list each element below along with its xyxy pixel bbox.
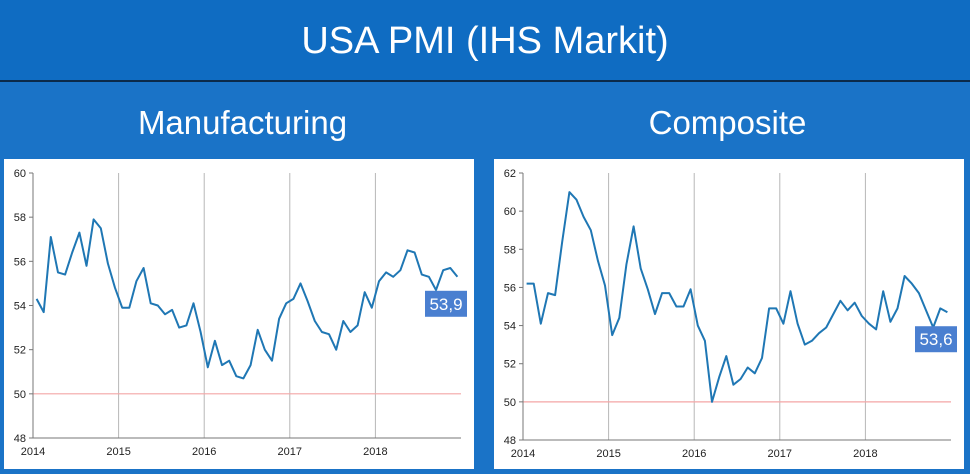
manufacturing-chart: 2014 2015 2016 2017 2018 48 50 52 54 56 58 60 53,9	[14, 168, 467, 458]
x-tick-label: 2018	[363, 446, 387, 458]
y-tick-label: 52	[504, 359, 516, 371]
x-tick-label: 2014	[511, 448, 535, 460]
last-value-label: 53,9	[429, 295, 462, 314]
x-tick-label: 2018	[853, 448, 877, 460]
y-tick-label: 54	[504, 321, 516, 333]
x-tick-label: 2017	[768, 448, 792, 460]
y-tick-label: 56	[504, 282, 516, 294]
y-tick-label: 58	[504, 244, 516, 256]
composite-subtitle: Composite	[648, 104, 807, 141]
x-tick-label: 2015	[106, 446, 130, 458]
y-tick-label: 48	[14, 433, 26, 445]
page-title: USA PMI (IHS Markit)	[301, 20, 669, 62]
last-value-box	[915, 326, 957, 353]
manufacturing-chart-panel: 2014 2015 2016 2017 2018 48 50 52 54 56 58 60 53,9	[4, 159, 474, 469]
composite-chart: 2014 2015 2016 2017 2018 48 50 52 54 56 58 60 62 53,6	[504, 168, 957, 460]
y-tick-label: 48	[504, 435, 516, 447]
x-tick-label: 2017	[278, 446, 302, 458]
y-tick-label: 52	[14, 345, 26, 357]
y-tick-label: 54	[14, 301, 26, 313]
y-tick-label: 56	[14, 256, 26, 268]
x-tick-label: 2016	[192, 446, 216, 458]
last-value-label: 53,6	[919, 330, 952, 349]
x-tick-label: 2015	[596, 448, 620, 460]
composite-chart-panel: 2014 2015 2016 2017 2018 48 50 52 54 56 58 60 62 53,6	[494, 159, 964, 469]
y-tick-label: 58	[14, 212, 26, 224]
title-bar: USA PMI (IHS Markit)	[0, 0, 970, 82]
x-tick-label: 2014	[21, 446, 45, 458]
manufacturing-series-line	[35, 218, 459, 380]
y-tick-label: 62	[504, 168, 516, 180]
y-tick-label: 50	[14, 389, 26, 401]
x-tick-label: 2016	[682, 448, 706, 460]
manufacturing-subtitle: Manufacturing	[137, 104, 348, 141]
y-tick-label: 60	[14, 168, 26, 180]
y-tick-label: 60	[504, 206, 516, 218]
last-value-box	[425, 290, 467, 317]
composite-series-line	[526, 191, 948, 403]
y-tick-label: 50	[504, 397, 516, 409]
